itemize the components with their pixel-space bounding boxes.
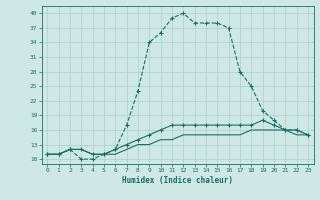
X-axis label: Humidex (Indice chaleur): Humidex (Indice chaleur) (122, 176, 233, 185)
